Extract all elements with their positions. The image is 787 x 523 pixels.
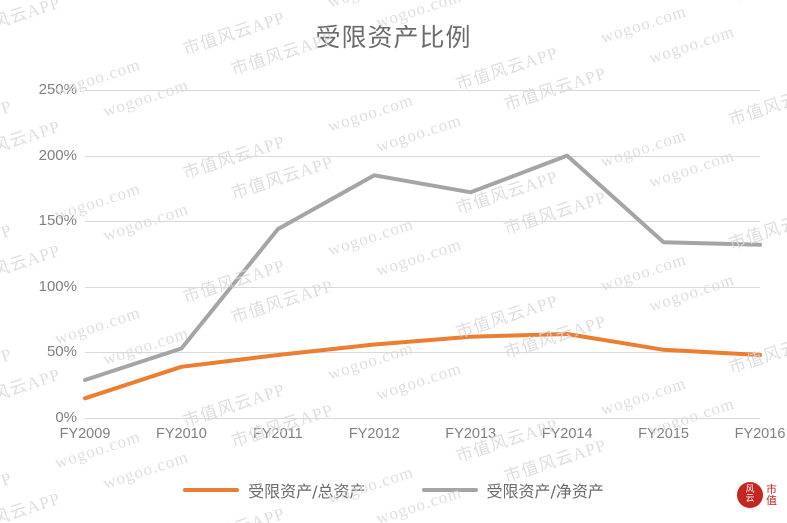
y-axis-tick-label: 50% [46,343,77,361]
legend-item[interactable]: 受限资产/总资产 [183,478,366,502]
y-axis-tick-label: 250% [38,81,77,98]
y-axis-tick-label: 0% [55,409,77,426]
chart-title: 受限资产比例 [315,23,472,52]
gridline [85,352,760,354]
legend-label: 受限资产/总资产 [248,482,366,501]
x-axis-tick-label: FY2015 [638,426,689,442]
series-line [83,153,762,382]
logo-text: 市 值 [766,484,777,506]
y-axis-tick-label: 100% [38,277,77,295]
x-axis-tick-label: FY2010 [156,426,207,442]
logo-text-bottom: 值 [766,494,777,507]
logo-badge: 风 云 [737,482,763,508]
x-axis-tick-label: FY2014 [541,426,593,442]
plot-area: 0% 50% 100% 150% 200% 250% FY2009 FY2010 FY2011… [39,81,786,442]
legend-item[interactable]: 受限资产/净资产 [421,478,604,502]
x-axis-tick-label: FY2009 [59,426,111,442]
gridline [85,418,760,419]
legend-color-swatch [421,488,478,492]
chart-legend: 受限资产/总资产 受限资产/净资产 [0,478,787,502]
logo-badge-bottom: 云 [745,494,755,504]
x-axis-tick-label: FY2013 [445,426,497,442]
legend-color-swatch [183,488,240,492]
y-axis-tick-label: 150% [38,212,77,230]
gridline [85,90,760,91]
series-lines [83,153,762,401]
wogoo-logo: 风 云 市 值 [733,471,781,519]
gridline [85,221,760,223]
x-axis-tick-label: FY2016 [734,426,786,442]
gridline [85,155,760,157]
x-axis-tick-label: FY2011 [252,426,303,442]
gridline [85,286,760,288]
y-axis-tick-label: 200% [38,146,77,164]
logo-text-top: 市 [766,483,777,496]
legend-label: 受限资产/净资产 [486,482,604,501]
x-axis-tick-label: FY2012 [348,426,400,442]
logo-badge-top: 风 [745,485,755,495]
series-line [83,332,762,401]
